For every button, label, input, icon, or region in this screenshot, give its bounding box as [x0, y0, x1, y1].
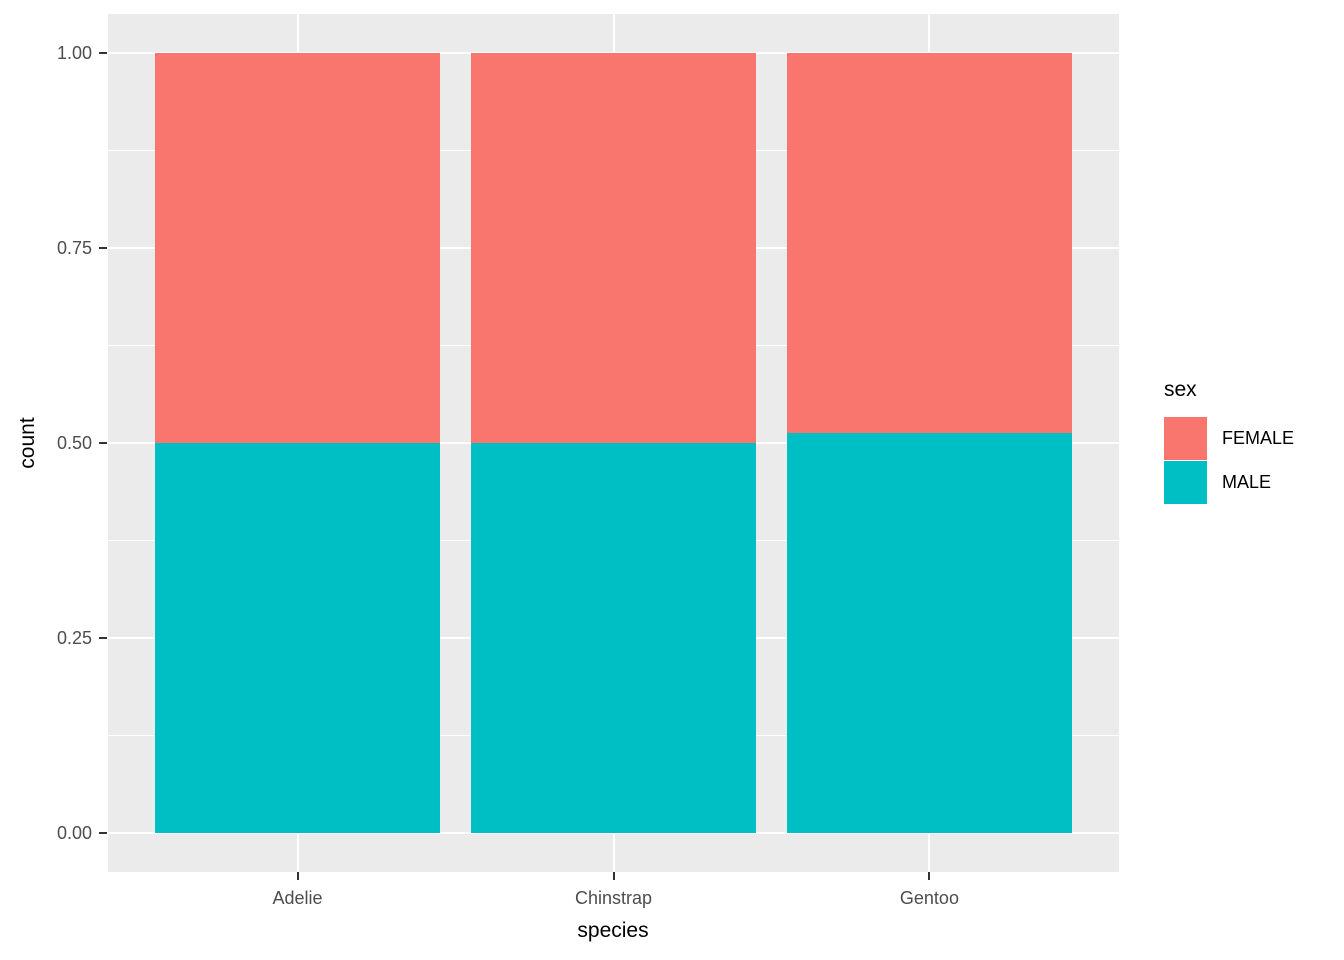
legend-item-male: MALE [1164, 460, 1340, 504]
y-tick-mark [99, 52, 107, 54]
legend-item-female: FEMALE [1164, 416, 1340, 460]
x-axis-title: species [577, 919, 649, 942]
y-tick-mark [99, 442, 107, 444]
legend-swatch-female [1164, 416, 1207, 460]
y-tick-mark [99, 247, 107, 249]
legend: sex FEMALE MALE [1164, 378, 1340, 504]
bar-adelie-female [155, 53, 440, 443]
y-tick-label: 0.75 [56, 238, 92, 258]
x-tick-label-adelie: Adelie [272, 888, 323, 908]
legend-label-male: MALE [1222, 471, 1272, 492]
legend-title: sex [1164, 378, 1197, 401]
bar-adelie-male [155, 443, 440, 833]
x-tick-label-gentoo: Gentoo [899, 888, 959, 908]
bar-gentoo-male [787, 432, 1072, 833]
bar-chinstrap-male [471, 443, 756, 833]
y-tick-label: 0.25 [56, 628, 92, 648]
y-tick-label: 0.00 [56, 823, 92, 843]
bar-gentoo-female [787, 53, 1072, 433]
y-tick-mark [99, 637, 107, 639]
y-tick-mark [99, 832, 107, 834]
plot-panel [108, 14, 1119, 872]
y-axis-title: count [16, 417, 39, 469]
y-tick-label: 1.00 [56, 43, 92, 63]
legend-swatch-male [1164, 460, 1207, 504]
x-tick-mark [612, 872, 615, 880]
legend-label-female: FEMALE [1222, 427, 1295, 448]
x-tick-label-chinstrap: Chinstrap [574, 888, 653, 908]
x-tick-mark [296, 872, 299, 880]
x-tick-mark [928, 872, 931, 880]
bar-chinstrap-female [471, 53, 756, 443]
y-tick-label: 0.50 [56, 433, 92, 453]
